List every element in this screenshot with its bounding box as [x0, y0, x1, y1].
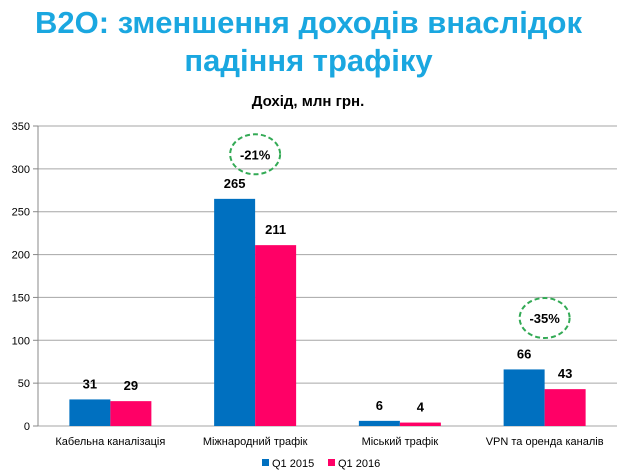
bar-q1-2015: [214, 198, 256, 426]
category-label: Міський трафік: [362, 436, 439, 448]
bar-q1-2016: [255, 245, 297, 426]
annotation-label: -21%: [240, 147, 271, 162]
annotation-ellipse: [229, 133, 282, 176]
bar-q1-2015: [503, 369, 545, 426]
data-label: 29: [124, 378, 138, 393]
data-label: 265: [224, 176, 246, 191]
category-label: Міжнародний трафік: [203, 436, 308, 448]
legend-swatch-q1-2016: [328, 459, 335, 466]
data-label: 43: [558, 366, 572, 381]
bar-q1-2016: [399, 422, 441, 426]
data-label: 4: [417, 400, 425, 415]
title-line-2: падіння трафіку: [184, 43, 433, 78]
bar-q1-2016: [110, 401, 152, 426]
legend-label: Q1 2015: [272, 458, 314, 470]
slide-title: В2О: зменшення доходів внаслідок падіння…: [0, 4, 617, 80]
data-label: 66: [517, 346, 531, 361]
data-label: 6: [376, 398, 383, 413]
annotation-label: -35%: [529, 311, 560, 326]
annotation-ellipse: [518, 297, 571, 339]
y-tick-label: 150: [12, 292, 30, 304]
title-line-1: В2О: зменшення доходів внаслідок: [35, 5, 582, 40]
category-label: VPN та оренда каналів: [486, 436, 604, 448]
bar-q1-2015: [358, 420, 400, 426]
category-label: Кабельна каналізація: [55, 436, 165, 448]
bar-q1-2016: [544, 389, 586, 426]
chart-title: Дохід, млн грн.: [252, 93, 365, 110]
y-tick-label: 100: [12, 335, 30, 347]
y-tick-label: 0: [24, 421, 30, 433]
y-tick-label: 250: [12, 207, 30, 219]
y-tick-label: 200: [12, 250, 30, 262]
bar-q1-2015: [69, 399, 111, 426]
y-tick-label: 300: [12, 164, 30, 176]
legend-label: Q1 2016: [338, 458, 380, 470]
data-label: 31: [83, 376, 97, 391]
y-tick-label: 50: [18, 378, 30, 390]
data-label: 211: [265, 222, 286, 237]
legend-swatch-q1-2015: [262, 459, 269, 466]
y-tick-label: 350: [12, 121, 30, 133]
